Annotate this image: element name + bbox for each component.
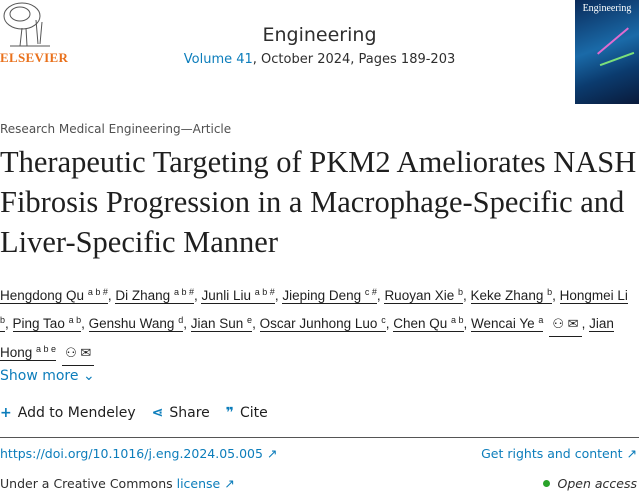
author-link[interactable]: Di Zhang a b #: [115, 287, 194, 304]
journal-title[interactable]: Engineering: [262, 24, 377, 46]
author-name: Wencai Ye: [471, 316, 535, 331]
author-link[interactable]: Hengdong Qu a b #: [0, 287, 108, 304]
chevron-down-icon: ⌄: [82, 368, 95, 384]
mail-icon: ✉: [80, 345, 92, 360]
author-name: Oscar Junhong Luo: [259, 316, 378, 331]
affiliation-marks: a b #: [87, 287, 108, 297]
cite-label: Cite: [240, 405, 268, 421]
affiliation-marks: c #: [364, 287, 377, 297]
author-link[interactable]: Oscar Junhong Luo c: [259, 315, 386, 332]
author-name: Jian Sun: [190, 316, 244, 331]
open-access-dot-icon: [542, 480, 550, 487]
author-name: Di Zhang: [115, 288, 171, 303]
author-link[interactable]: Jian Hong a b e: [0, 316, 614, 361]
author-name: Chen Qu: [393, 316, 448, 331]
person-icon: ⚇: [552, 316, 565, 331]
cite-button[interactable]: ❞ Cite: [226, 405, 268, 421]
person-icon: ⚇: [65, 345, 77, 360]
author-list: Hengdong Qu a b #, Di Zhang a b #, Junli…: [0, 280, 639, 366]
volume-link[interactable]: Volume 41: [183, 52, 253, 67]
author-name: Ping Tao: [12, 316, 65, 331]
author-link[interactable]: Genshu Wang d: [88, 315, 184, 332]
affiliation-marks: b: [547, 287, 553, 297]
affiliation-marks: c: [381, 315, 386, 325]
license-link[interactable]: license ↗: [176, 476, 235, 491]
author-name: Keke Zhang: [470, 288, 544, 303]
affiliation-marks: b: [458, 287, 464, 297]
affiliation-marks: e: [247, 315, 253, 325]
author-contact-icons[interactable]: ⚇ ✉: [62, 341, 95, 366]
license-text: Under a Creative Commons: [0, 476, 177, 491]
author-link[interactable]: Chen Qu a b: [393, 315, 464, 332]
affiliation-marks: a b #: [173, 287, 194, 297]
author-link[interactable]: Keke Zhang b: [470, 287, 553, 304]
affiliation-marks: a b: [68, 315, 82, 325]
article-title: Therapeutic Targeting of PKM2 Ameliorate…: [0, 145, 637, 259]
cover-title: Engineering: [582, 3, 632, 14]
doi-link[interactable]: https://doi.org/10.1016/j.eng.2024.05.00…: [0, 446, 278, 461]
author-link[interactable]: Ping Tao a b: [12, 315, 82, 332]
author-link[interactable]: Junli Liu a b #: [201, 287, 275, 304]
affiliation-marks: a b #: [254, 287, 275, 297]
share-label: Share: [169, 405, 210, 421]
license-info: Under a Creative Commons license ↗: [0, 476, 235, 491]
volume-info: Volume 41, October 2024, Pages 189-203: [0, 52, 639, 67]
elsevier-wordmark[interactable]: ELSEVIER: [0, 50, 69, 65]
author-link[interactable]: Ruoyan Xie b: [384, 287, 464, 304]
share-icon: ⋖: [151, 405, 164, 421]
show-more-button[interactable]: Show more ⌄: [0, 368, 95, 384]
cover-art: [597, 27, 629, 55]
show-more-label: Show more: [0, 368, 79, 384]
quote-icon: ❞: [225, 405, 235, 421]
issue-info: , October 2024, Pages 189-203: [252, 52, 456, 67]
affiliation-marks: a b e: [36, 344, 57, 354]
cover-art: [599, 51, 635, 67]
mendeley-label: Add to Mendeley: [17, 405, 136, 421]
plus-icon: +: [0, 405, 12, 421]
affiliation-marks: a: [538, 315, 544, 325]
share-button[interactable]: ⋖ Share: [152, 405, 210, 421]
author-name: Genshu Wang: [88, 316, 175, 331]
author-link[interactable]: Jieping Deng c #: [282, 287, 377, 304]
divider: [0, 437, 639, 438]
affiliation-marks: b: [0, 315, 6, 325]
author-link[interactable]: Jian Sun e: [190, 315, 253, 332]
open-access-badge: Open access: [542, 476, 637, 491]
author-link[interactable]: Hongmei Li b: [0, 288, 628, 332]
mail-icon: ✉: [567, 316, 579, 331]
author-name: Hongmei Li: [559, 288, 628, 303]
author-name: Jieping Deng: [282, 288, 362, 303]
author-link[interactable]: Wencai Ye a: [471, 315, 544, 332]
author-name: Jian Hong: [0, 316, 614, 360]
article-actions: + Add to Mendeley ⋖ Share ❞ Cite: [0, 405, 268, 421]
add-to-mendeley-button[interactable]: + Add to Mendeley: [0, 405, 136, 421]
article-category: Research Medical Engineering—Article: [0, 122, 232, 136]
author-name: Hengdong Qu: [0, 288, 85, 303]
affiliation-marks: d: [178, 315, 184, 325]
author-name: Junli Liu: [201, 288, 252, 303]
affiliation-marks: a b: [451, 315, 464, 325]
rights-link[interactable]: Get rights and content ↗: [481, 446, 637, 461]
elsevier-tree-logo: [0, 0, 60, 62]
journal-cover[interactable]: Engineering: [575, 0, 639, 104]
author-contact-icons[interactable]: ⚇ ✉: [549, 312, 582, 337]
author-name: Ruoyan Xie: [384, 288, 455, 303]
open-access-label: Open access: [557, 476, 637, 491]
